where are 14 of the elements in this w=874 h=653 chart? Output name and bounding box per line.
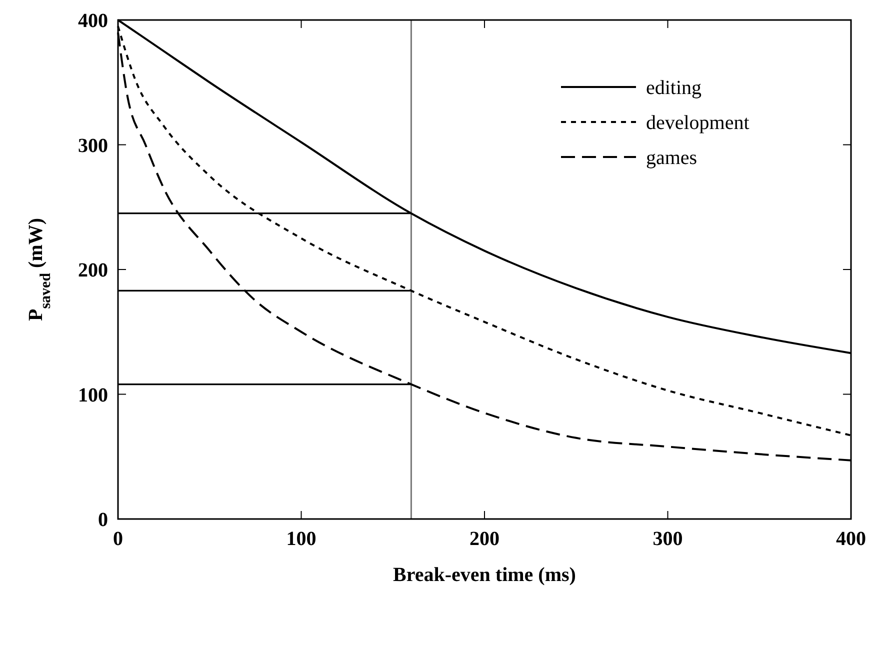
legend-label: games — [646, 147, 698, 169]
x-tick-label: 0 — [113, 528, 123, 550]
x-tick-label: 300 — [652, 528, 683, 550]
x-tick-label: 400 — [836, 528, 866, 550]
y-tick-label: 100 — [78, 384, 108, 406]
x-axis-title: Break-even time (ms) — [393, 564, 576, 586]
y-tick-label: 300 — [78, 134, 108, 157]
legend-label: editing — [646, 77, 702, 99]
x-tick-label: 200 — [470, 528, 500, 550]
y-tick-label: 0 — [98, 509, 108, 531]
legend-label: development — [646, 112, 750, 134]
x-tick-label: 100 — [286, 528, 316, 550]
y-tick-label: 400 — [78, 10, 108, 32]
y-tick-label: 200 — [78, 260, 108, 282]
